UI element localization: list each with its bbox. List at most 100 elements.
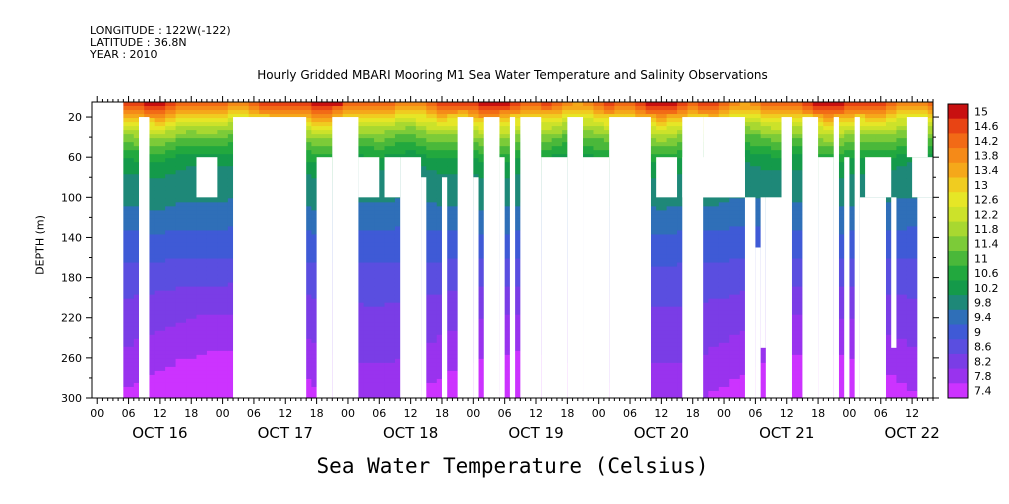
heatmap-cell [697, 234, 709, 240]
heatmap-cell [175, 350, 187, 356]
heatmap-cell [144, 282, 156, 288]
heatmap-cell [447, 314, 459, 320]
heatmap-cell [186, 146, 198, 151]
heatmap-cell [645, 290, 657, 296]
heatmap-cell [645, 134, 657, 139]
heatmap-cell [718, 366, 730, 372]
heatmap-cell [426, 358, 438, 364]
heatmap-cell [154, 118, 166, 123]
heatmap-cell [353, 306, 365, 312]
heatmap-cell [186, 134, 198, 139]
heatmap-cell [123, 182, 135, 187]
heatmap-cell [321, 118, 333, 123]
heatmap-cell [321, 150, 333, 155]
heatmap-cell [645, 250, 657, 256]
heatmap-cell [697, 258, 709, 264]
heatmap-cell [509, 266, 521, 272]
heatmap-cell [426, 378, 438, 384]
heatmap-cell [666, 342, 678, 348]
heatmap-cell [300, 274, 312, 280]
heatmap-cell [687, 102, 699, 107]
heatmap-cell [186, 354, 198, 360]
heatmap-cell [457, 102, 469, 107]
heatmap-cell [447, 178, 459, 183]
heatmap-cell [488, 110, 501, 115]
heatmap-cell [144, 314, 156, 320]
heatmap-cell [739, 162, 751, 167]
heatmap-cell [238, 110, 250, 115]
heatmap-cell [447, 234, 459, 240]
heatmap-cell [656, 298, 668, 304]
heatmap-cell [363, 274, 375, 280]
heatmap-cell [217, 298, 229, 304]
heatmap-cell [384, 314, 396, 320]
heatmap-cell [154, 238, 166, 244]
heatmap-cell [729, 294, 741, 300]
heatmap-cell [384, 218, 396, 223]
heatmap-cell [656, 254, 668, 260]
heatmap-cell [499, 202, 511, 207]
heatmap-cell [729, 218, 741, 223]
heatmap-cell [436, 154, 448, 159]
heatmap-cell [123, 366, 135, 372]
heatmap-cell [384, 382, 396, 388]
heatmap-cell [384, 254, 396, 260]
heatmap-cell [656, 126, 668, 131]
heatmap-cell [791, 150, 804, 155]
heatmap-cell [196, 250, 208, 256]
heatmap-cell [238, 114, 250, 119]
heatmap-cell [175, 210, 187, 215]
heatmap-cell [206, 130, 218, 135]
heatmap-cell [499, 370, 511, 376]
heatmap-cell [729, 298, 741, 304]
heatmap-cell [144, 142, 156, 147]
heatmap-cell [384, 394, 396, 398]
heatmap-cell [656, 262, 668, 268]
heatmap-cell [478, 106, 490, 111]
heatmap-cell [363, 310, 375, 316]
heatmap-cell [123, 222, 135, 228]
heatmap-cell [332, 110, 344, 115]
heatmap-cell [300, 234, 312, 240]
heatmap-cell [656, 334, 668, 340]
heatmap-cell [426, 374, 438, 380]
heatmap-cell [384, 290, 396, 296]
heatmap-cell [165, 178, 177, 183]
heatmap-cell [729, 102, 741, 107]
heatmap-cell [374, 150, 386, 155]
heatmap-cell [217, 110, 229, 115]
heatmap-cell [499, 378, 511, 384]
heatmap-cell [426, 250, 438, 256]
heatmap-cell [447, 374, 459, 380]
heatmap-cell [426, 306, 438, 312]
heatmap-cell [447, 194, 459, 199]
heatmap-cell [311, 150, 323, 155]
heatmap-cell [593, 134, 605, 139]
heatmap-cell [750, 234, 762, 240]
heatmap-cell [300, 278, 312, 284]
heatmap-cell [426, 282, 438, 288]
heatmap-cell [739, 138, 751, 143]
heatmap-cell [123, 358, 135, 364]
heatmap-cell [175, 302, 187, 308]
heatmap-cell [353, 210, 365, 215]
heatmap-cell [499, 354, 511, 360]
heatmap-cell [154, 166, 166, 171]
heatmap-cell [739, 166, 751, 171]
heatmap-cell [374, 298, 386, 304]
heatmap-cell [426, 274, 438, 280]
heatmap-cell [739, 186, 751, 191]
heatmap-cell [509, 330, 521, 336]
heatmap-cell [415, 126, 427, 131]
heatmap-cell [739, 130, 751, 135]
heatmap-cell [415, 122, 427, 127]
heatmap-cell [196, 286, 208, 292]
heatmap-cell [426, 110, 438, 115]
heatmap-cell [426, 318, 438, 324]
heatmap-cell [300, 342, 312, 348]
heatmap-cell [332, 114, 344, 119]
heatmap-cell [656, 102, 668, 107]
heatmap-cell [186, 262, 198, 268]
heatmap-cell [175, 318, 187, 324]
heatmap-cell [363, 254, 375, 260]
